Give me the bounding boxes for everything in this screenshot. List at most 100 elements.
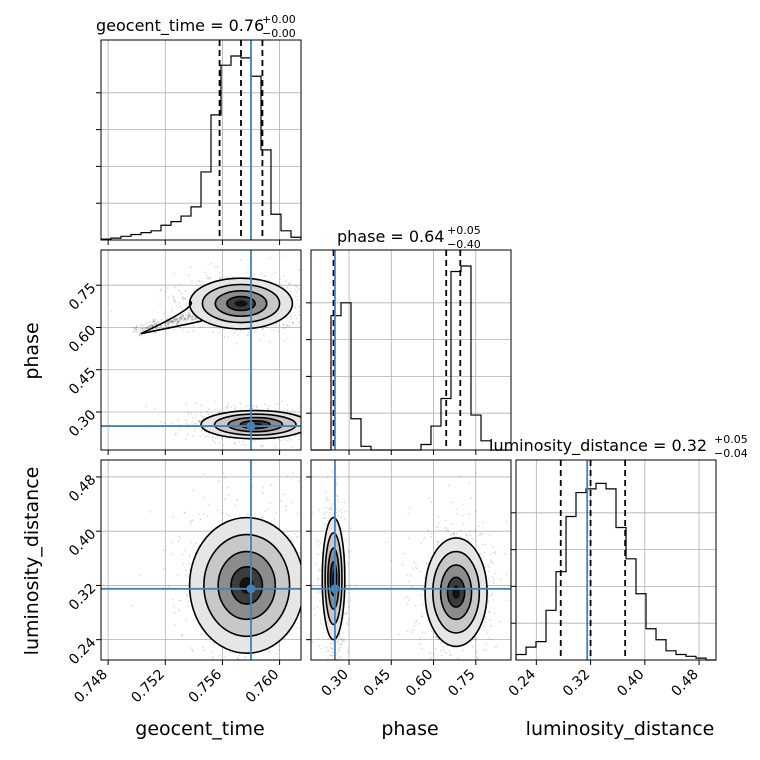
sample-point [173, 318, 176, 320]
sample-point [465, 533, 468, 536]
sample-point [244, 405, 247, 408]
sample-point [202, 649, 205, 652]
sample-point [290, 537, 293, 540]
sample-point [301, 432, 303, 434]
sample-point [274, 325, 277, 327]
sample-point [292, 539, 294, 542]
sample-point [490, 638, 492, 641]
sample-point [488, 566, 491, 569]
sample-point [170, 320, 173, 322]
sample-point [165, 291, 167, 294]
sample-point [181, 315, 184, 318]
sample-point [472, 645, 474, 648]
sample-point [184, 297, 187, 300]
sample-point [450, 534, 452, 536]
sample-point [208, 436, 211, 438]
sample-point [222, 444, 225, 447]
sample-point [160, 421, 163, 423]
sample-point [211, 655, 214, 658]
sample-point [227, 494, 230, 496]
contour-3-geocent-time-vs-phase [239, 419, 272, 430]
sample-point [173, 299, 176, 301]
sample-point [146, 328, 149, 330]
sample-point [406, 630, 409, 633]
sample-point [202, 433, 205, 436]
sample-point [170, 553, 173, 555]
sample-point [292, 472, 294, 475]
sample-point [152, 320, 155, 322]
sample-point [437, 638, 439, 641]
sample-point [263, 334, 265, 337]
sample-point [190, 236, 192, 238]
sample-point [477, 525, 480, 528]
sample-point [175, 322, 178, 325]
sample-point [206, 515, 209, 518]
sample-point [288, 321, 290, 323]
sample-point [216, 508, 219, 511]
sample-point [326, 476, 329, 479]
sample-point [485, 642, 488, 644]
sample-point [331, 651, 334, 654]
contour-3-geocent-time-vs-luminosity-distance [230, 565, 264, 605]
sample-point [226, 405, 229, 408]
sample-point [200, 414, 203, 417]
sample-point [505, 599, 508, 602]
ytick-label-luminosity-distance: 0.48 [66, 472, 99, 505]
panel-frame-hist-phase [310, 249, 512, 451]
sample-point [253, 439, 256, 442]
sample-point [325, 398, 327, 400]
sample-point [182, 296, 185, 299]
sample-point [172, 320, 175, 323]
sample-point [475, 656, 478, 659]
sample-point [316, 557, 318, 559]
sample-point [152, 328, 155, 331]
sample-point [325, 511, 327, 513]
ytick-label-phase: 0.60 [66, 323, 99, 356]
sample-point [260, 444, 262, 446]
sample-point [167, 322, 170, 325]
sample-point [190, 520, 193, 522]
sample-point [207, 324, 209, 327]
sample-point [170, 321, 172, 324]
sample-point [200, 404, 203, 407]
sample-point [493, 578, 495, 580]
sample-point [193, 318, 196, 321]
sample-point [210, 651, 213, 654]
sample-point [185, 314, 188, 316]
sample-point [183, 549, 186, 551]
sample-point [239, 329, 242, 332]
sample-point [239, 408, 242, 410]
sample-point [181, 297, 184, 300]
sample-point [167, 323, 170, 326]
density-layer [140, 277, 488, 654]
sample-point [481, 543, 484, 546]
sample-point [319, 304, 321, 306]
sample-point [335, 511, 338, 514]
sample-point [211, 437, 214, 440]
sample-point [303, 420, 305, 422]
sample-point [441, 539, 443, 542]
sample-point [188, 556, 191, 559]
sample-point [283, 438, 286, 441]
sample-point [346, 600, 348, 603]
sample-point [187, 575, 190, 578]
sample-point [216, 435, 219, 438]
sample-point [154, 323, 156, 326]
sample-point [311, 512, 314, 515]
sample-point [153, 324, 156, 327]
sample-point [460, 529, 463, 532]
sample-point [284, 339, 286, 342]
sample-point [286, 286, 289, 289]
sample-point [484, 543, 487, 546]
sample-point [191, 280, 193, 283]
sample-point [487, 592, 490, 595]
sample-point [319, 542, 322, 544]
sample-point [206, 435, 209, 437]
sample-point [262, 444, 264, 447]
sample-point [338, 510, 340, 512]
sample-point [218, 331, 220, 334]
sample-point [348, 606, 351, 608]
sample-point [303, 441, 305, 443]
sample-point [198, 420, 200, 422]
sample-point [148, 324, 151, 327]
